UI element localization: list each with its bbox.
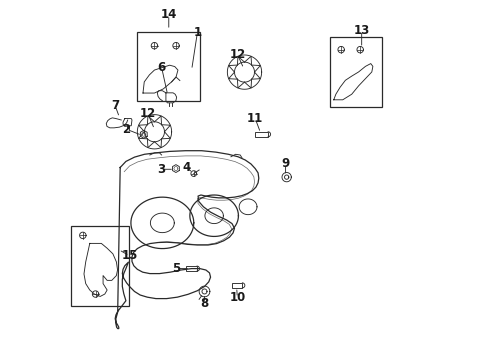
Text: 12: 12 [229,48,245,61]
Text: 3: 3 [157,163,165,176]
Bar [136,32,200,102]
Text: 9: 9 [281,157,289,170]
Text: 13: 13 [353,24,369,37]
Text: 10: 10 [229,291,245,305]
Text: 6: 6 [157,61,165,74]
Text: 14: 14 [160,9,177,22]
Bar [254,132,267,137]
Bar [232,283,242,288]
Text: 15: 15 [121,249,138,262]
Text: 1: 1 [193,26,201,39]
Text: 8: 8 [200,297,208,310]
Text: 4: 4 [182,161,190,174]
Bar [329,37,382,107]
Bar [71,226,129,306]
Text: 7: 7 [111,99,119,112]
Bar [186,266,197,271]
Text: 5: 5 [172,262,181,275]
Text: 11: 11 [246,112,263,125]
Text: 12: 12 [140,107,156,120]
Text: 2: 2 [122,123,130,136]
